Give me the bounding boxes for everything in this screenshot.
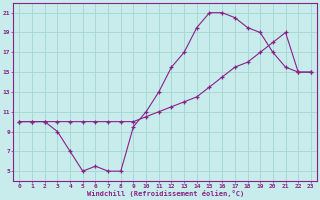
X-axis label: Windchill (Refroidissement éolien,°C): Windchill (Refroidissement éolien,°C): [86, 190, 244, 197]
